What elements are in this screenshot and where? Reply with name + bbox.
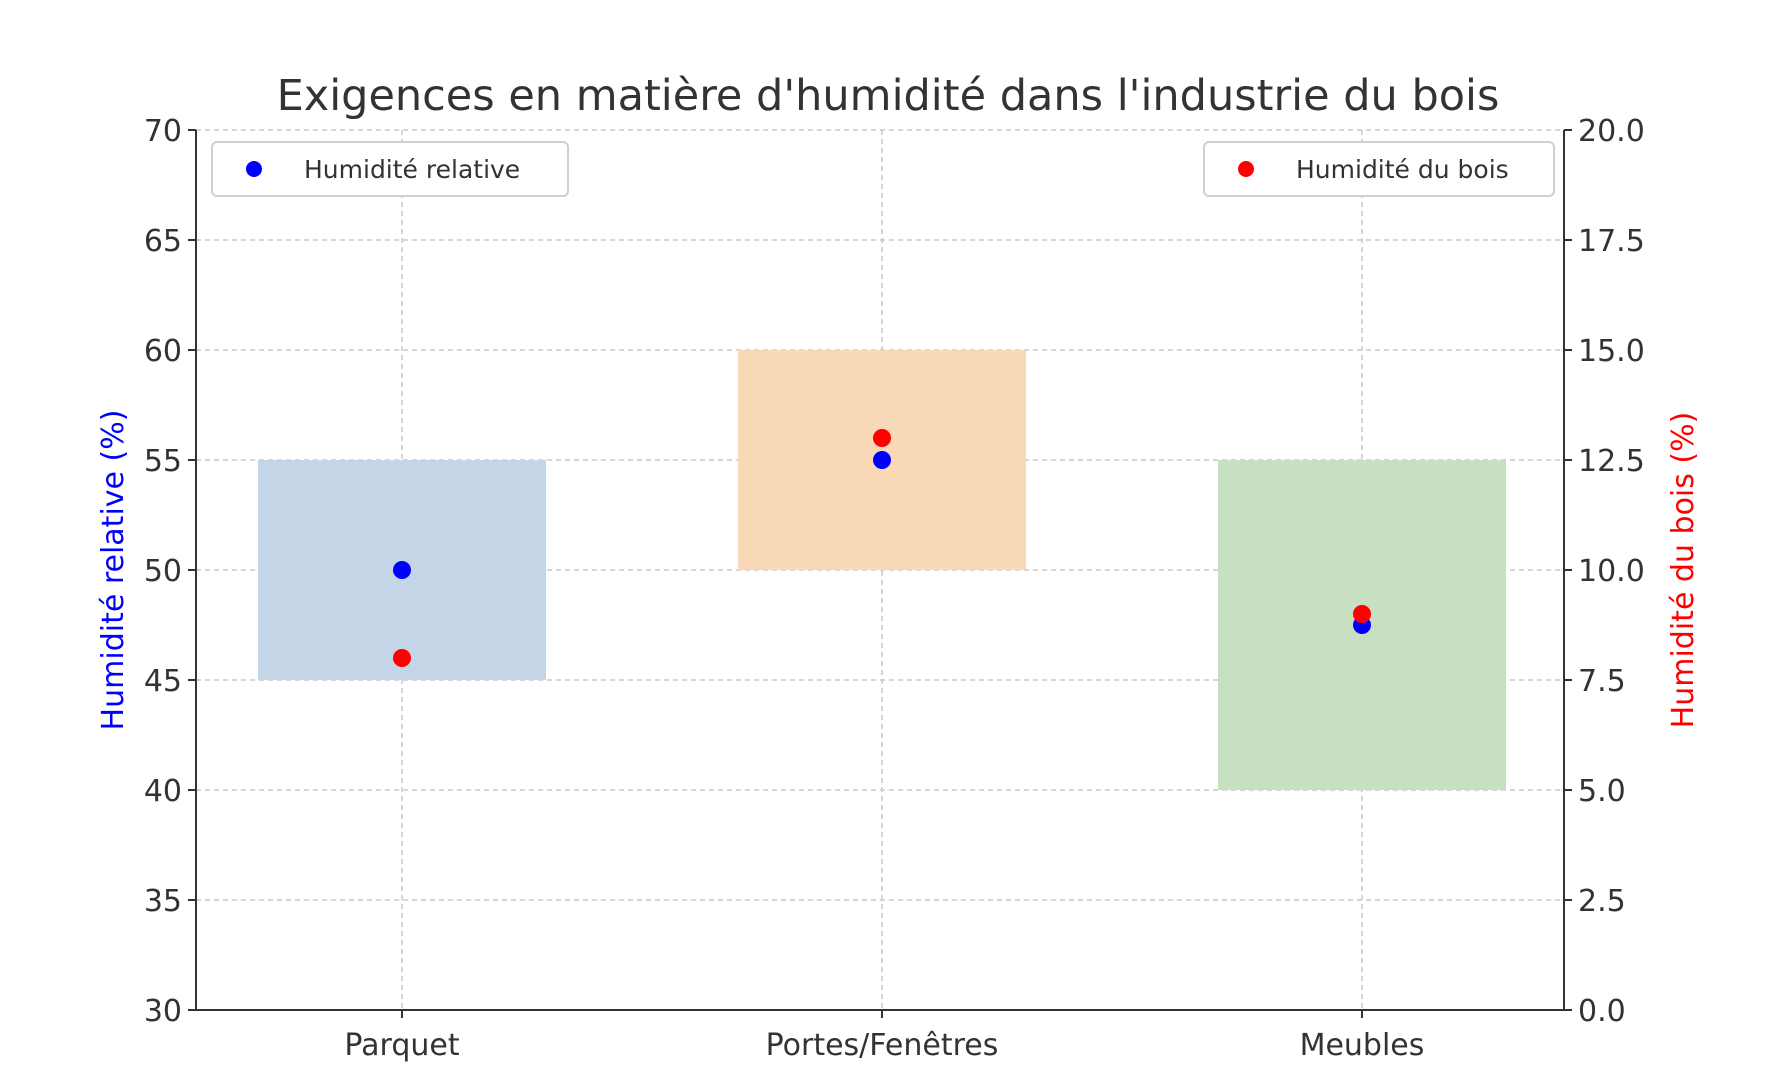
y-axis-right-label: Humidité du bois (%) xyxy=(1666,412,1701,729)
point-humidite-relative xyxy=(873,451,891,469)
y-right-tick-label: 17.5 xyxy=(1578,224,1645,259)
point-humidite-relative xyxy=(393,561,411,579)
y-left-tick-label: 30 xyxy=(144,994,182,1029)
y-left-tick-label: 70 xyxy=(144,114,182,149)
point-humidite-bois xyxy=(873,429,891,447)
legend-label: Humidité du bois xyxy=(1296,155,1509,184)
y-right-tick-label: 20.0 xyxy=(1578,114,1645,149)
legend-frame xyxy=(211,141,569,197)
y-left-tick-label: 55 xyxy=(144,444,182,479)
y-right-tick-label: 7.5 xyxy=(1578,664,1626,699)
legend-marker xyxy=(1238,161,1254,177)
legend-right: Humidité du bois xyxy=(1203,141,1555,197)
y-left-tick-label: 60 xyxy=(144,334,182,369)
x-tick-label: Meubles xyxy=(1300,1028,1425,1063)
x-tick-label: Parquet xyxy=(344,1028,459,1063)
y-right-tick-label: 5.0 xyxy=(1578,774,1626,809)
data-points xyxy=(393,429,1371,667)
legend-left: Humidité relative xyxy=(211,141,569,197)
legend-frame xyxy=(1203,141,1555,197)
chart-title: Exigences en matière d'humidité dans l'i… xyxy=(277,71,1500,121)
y-right-tick-label: 10.0 xyxy=(1578,554,1645,589)
point-humidite-bois xyxy=(1353,605,1371,623)
y-left-tick-label: 35 xyxy=(144,884,182,919)
legend-marker xyxy=(246,161,262,177)
point-humidite-bois xyxy=(393,649,411,667)
y-axis-left-label: Humidité relative (%) xyxy=(96,410,131,731)
y-right-tick-label: 2.5 xyxy=(1578,884,1626,919)
y-left-tick-label: 45 xyxy=(144,664,182,699)
legend-label: Humidité relative xyxy=(304,155,520,184)
y-left-tick-label: 50 xyxy=(144,554,182,589)
y-right-tick-label: 12.5 xyxy=(1578,444,1645,479)
y-right-tick-label: 15.0 xyxy=(1578,334,1645,369)
x-tick-label: Portes/Fenêtres xyxy=(766,1028,999,1063)
axes: 30 35 40 45 50 55 60 65 70 0.0 2.5 5.0 7.5 10.0 12.5 15… xyxy=(144,114,1645,1063)
y-left-tick-label: 40 xyxy=(144,774,182,809)
y-left-tick-label: 65 xyxy=(144,224,182,259)
y-right-tick-label: 0.0 xyxy=(1578,994,1626,1029)
